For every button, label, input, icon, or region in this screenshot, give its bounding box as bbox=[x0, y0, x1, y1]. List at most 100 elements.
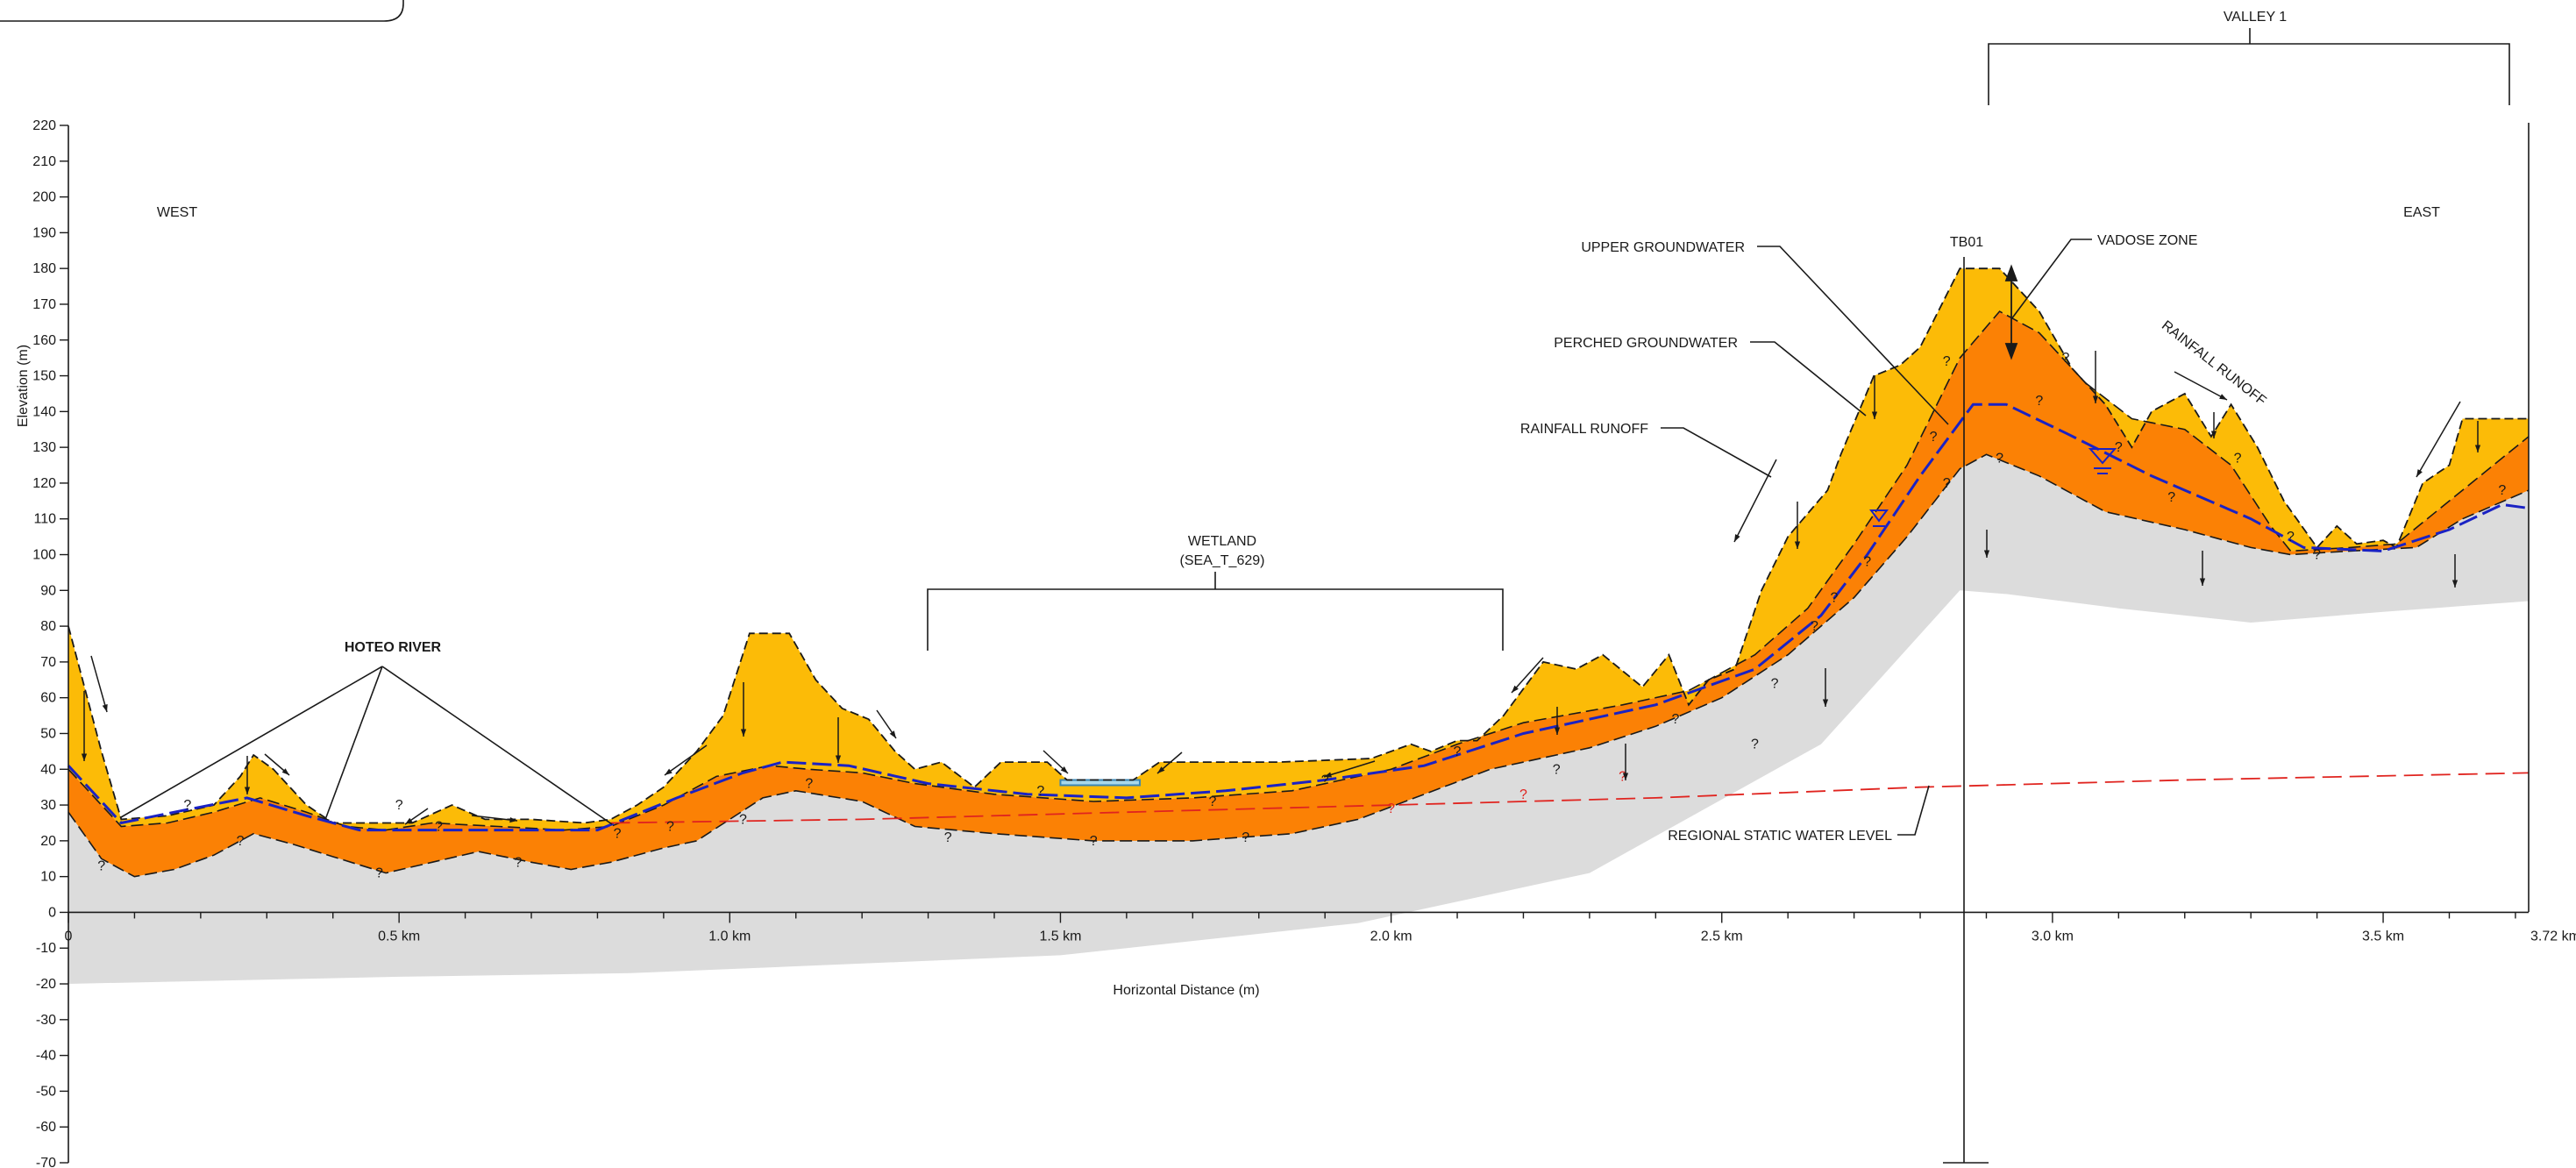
flow-arrow-shaft bbox=[2174, 371, 2228, 401]
perched-groundwater-label: PERCHED GROUNDWATER bbox=[1554, 336, 1738, 351]
y-tick-label: 120 bbox=[32, 476, 56, 491]
uncertain-mark: ? bbox=[1553, 762, 1561, 777]
flow-arrow-head bbox=[1512, 685, 1519, 693]
flow-arrow-head bbox=[740, 729, 747, 737]
y-tick-label: -50 bbox=[36, 1084, 56, 1099]
hoteo-river-label: HOTEO RIVER bbox=[345, 640, 442, 655]
y-tick-label: 60 bbox=[40, 691, 56, 706]
uncertain-mark: ? bbox=[944, 830, 952, 845]
uncertain-mark: ? bbox=[805, 777, 813, 792]
uncertain-mark: ? bbox=[1090, 834, 1098, 849]
flow-arrows bbox=[81, 351, 2481, 825]
vadose-zone-label: VADOSE ZONE bbox=[2097, 233, 2197, 248]
y-tick-label: 20 bbox=[40, 834, 56, 849]
uncertain-mark: ? bbox=[2035, 394, 2043, 409]
y-axis: -70 -60 -50 -40 -30 -20 -10 0 10 20 30 40 50 60 70 80 90… bbox=[32, 118, 69, 1168]
flow-arrow-head bbox=[1157, 766, 1165, 773]
flow-arrow-head bbox=[835, 755, 842, 763]
flow-arrow-head bbox=[81, 753, 88, 761]
uncertain-mark: ? bbox=[1771, 676, 1779, 691]
uncertain-mark: ? bbox=[375, 866, 383, 881]
uncertain-mark: ? bbox=[614, 827, 622, 842]
uncertain-mark: ? bbox=[1672, 712, 1680, 727]
x-tick-label: 0 bbox=[65, 929, 73, 944]
uncertain-mark: ? bbox=[97, 858, 105, 873]
uncertain-mark: ? bbox=[514, 855, 522, 870]
flow-arrow-head bbox=[2092, 395, 2099, 403]
y-tick-label: 130 bbox=[32, 440, 56, 455]
upper-groundwater-leader bbox=[1757, 246, 1949, 425]
y-tick-label: 80 bbox=[40, 619, 56, 634]
uncertain-mark: ? bbox=[1930, 430, 1938, 445]
saturated-base-line bbox=[68, 453, 2530, 878]
flow-arrow-head bbox=[1734, 534, 1740, 542]
x-tick-label: 3.72 km bbox=[2530, 929, 2576, 944]
y-tick-label: -70 bbox=[36, 1156, 56, 1168]
y-tick-label: -30 bbox=[36, 1013, 56, 1028]
flow-arrow-head bbox=[244, 787, 251, 794]
flow-arrow-head bbox=[1983, 550, 1990, 558]
y-tick-label: 110 bbox=[33, 512, 56, 527]
valley-label: VALLEY 1 bbox=[2224, 10, 2287, 25]
y-tick-label: 150 bbox=[32, 369, 56, 384]
x-tick-label: 3.5 km bbox=[2362, 929, 2404, 944]
tb01-label: TB01 bbox=[1950, 235, 1983, 250]
x-tick-label: 2.5 km bbox=[1701, 929, 1743, 944]
upper-layer-base-line bbox=[68, 310, 2530, 831]
flow-arrow-shaft bbox=[1511, 657, 1544, 694]
regional-static-water-level-leader bbox=[1897, 785, 1930, 836]
uncertain-mark: ? bbox=[2313, 548, 2321, 563]
flow-arrow-head bbox=[889, 730, 896, 738]
flow-arrow-head bbox=[1871, 411, 1878, 419]
uncertain-mark: ? bbox=[1519, 787, 1527, 802]
water-table-symbol bbox=[2088, 448, 2117, 474]
y-tick-label: 100 bbox=[32, 548, 56, 563]
flow-arrow-head bbox=[102, 704, 108, 712]
uncertain-mark: ? bbox=[435, 820, 443, 835]
wetland-label: WETLAND bbox=[1188, 534, 1256, 549]
y-tick-label: 40 bbox=[40, 762, 56, 777]
uncertain-mark: ? bbox=[1454, 744, 1462, 759]
west-label: WEST bbox=[157, 205, 197, 220]
flow-arrow-shaft bbox=[2416, 401, 2461, 478]
y-tick-label: 10 bbox=[40, 870, 56, 885]
flow-arrow-head bbox=[509, 817, 517, 823]
regional-static-water-level-label: REGIONAL STATIC WATER LEVEL bbox=[1668, 829, 1892, 844]
flow-arrow-head bbox=[2416, 469, 2423, 477]
upper-groundwater-label: UPPER GROUNDWATER bbox=[1581, 240, 1745, 255]
uncertain-mark: ? bbox=[1996, 451, 2003, 466]
uncertain-mark: ? bbox=[1751, 737, 1759, 752]
hoteo-river-leaders bbox=[120, 666, 613, 825]
y-tick-label: 0 bbox=[48, 905, 56, 920]
vadose-zone-thickness-arrow bbox=[2004, 264, 2018, 360]
uncertain-mark: ? bbox=[666, 820, 674, 835]
y-tick-label: 30 bbox=[40, 798, 56, 813]
flow-arrow-shaft bbox=[664, 744, 708, 776]
uncertain-mark: ? bbox=[183, 798, 191, 813]
uncertain-mark: ? bbox=[1943, 354, 1951, 369]
uncertain-mark: ? bbox=[237, 834, 245, 849]
uncertain-mark: ? bbox=[739, 812, 747, 827]
valley-bracket bbox=[1988, 28, 2510, 105]
uncertain-mark: ? bbox=[2498, 483, 2506, 498]
uncertain-mark: ? bbox=[1863, 555, 1871, 570]
pond-water bbox=[1059, 779, 1141, 787]
uncertain-mark: ? bbox=[2234, 451, 2242, 466]
y-tick-label: 170 bbox=[32, 297, 56, 312]
legend-box-edge bbox=[0, 0, 404, 22]
y-tick-label: 190 bbox=[32, 225, 56, 240]
rainfall-runoff-left-leader bbox=[1661, 427, 1772, 478]
y-tick-label: 200 bbox=[32, 190, 56, 205]
y-tick-label: 160 bbox=[32, 333, 56, 348]
uncertain-mark: ? bbox=[1036, 784, 1044, 799]
perched-groundwater-leader bbox=[1750, 341, 1867, 417]
uncertain-mark: ? bbox=[1321, 773, 1329, 788]
flow-arrow-head bbox=[2219, 394, 2227, 400]
x-tick-label: 3.0 km bbox=[2032, 929, 2074, 944]
y-tick-label: -10 bbox=[36, 941, 56, 956]
y-axis-label: Elevation (m) bbox=[16, 345, 31, 427]
regional-static-water-level-line bbox=[610, 772, 2530, 824]
uncertain-mark: ? bbox=[2167, 490, 2175, 505]
flow-arrow-head bbox=[2474, 445, 2481, 452]
